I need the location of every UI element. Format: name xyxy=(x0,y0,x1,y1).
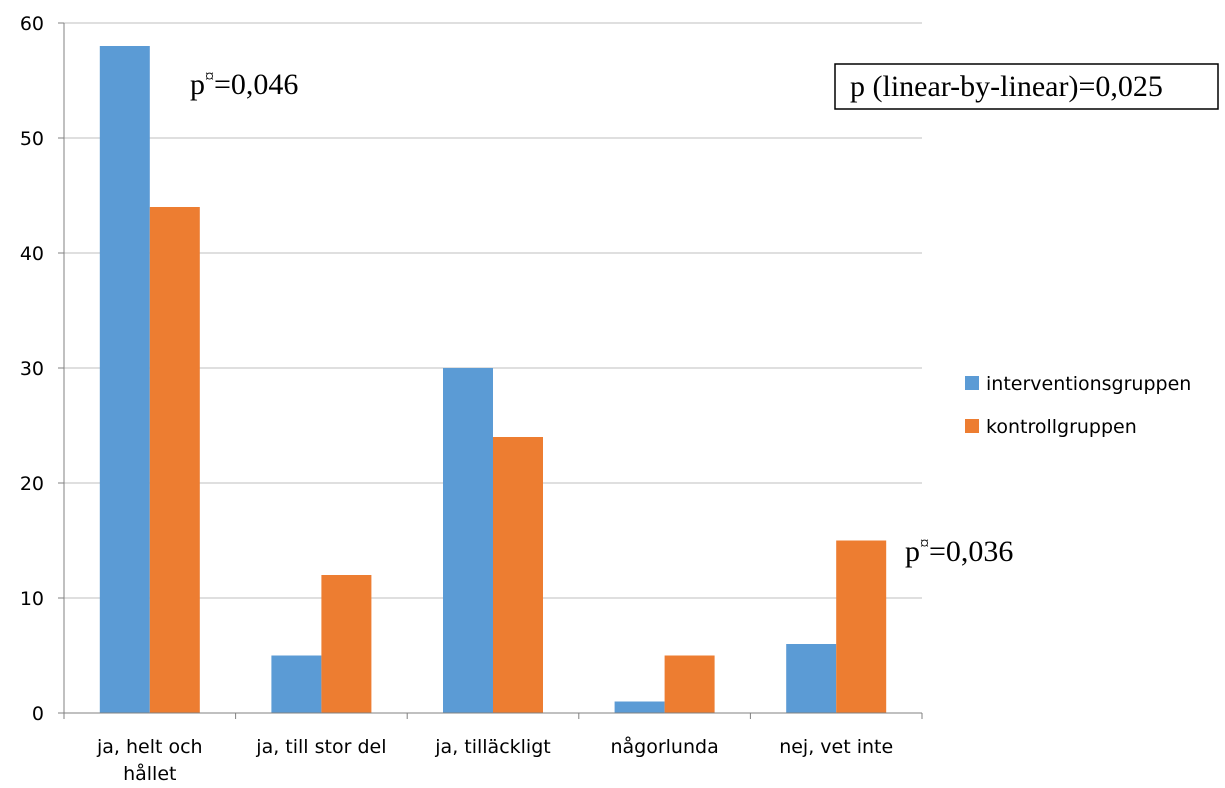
legend-label: interventionsgruppen xyxy=(986,373,1191,395)
y-tick-label: 60 xyxy=(20,13,44,35)
bar-interventionsgruppen xyxy=(786,644,837,713)
y-axis: 0 10 20 30 40 50 60 xyxy=(20,13,65,725)
p-value-annotation-1: p¤=0,046 xyxy=(190,66,298,101)
x-tick-label: någorlunda xyxy=(610,735,718,758)
bar-kontrollgruppen xyxy=(664,655,715,713)
bar-interventionsgruppen xyxy=(99,46,150,713)
bar-interventionsgruppen xyxy=(443,368,493,713)
y-tick-label: 50 xyxy=(20,128,44,150)
legend-label: kontrollgruppen xyxy=(986,416,1137,438)
p-value-annotation-2: p¤=0,036 xyxy=(905,533,1013,568)
bar-kontrollgruppen xyxy=(493,437,543,713)
linear-by-linear-box xyxy=(834,63,1219,110)
x-axis: ja, helt och hållet ja, till stor del ja, t… xyxy=(63,712,923,785)
x-tick-label: ja, till stor del xyxy=(255,736,386,758)
x-tick-label: hållet xyxy=(123,762,176,785)
legend-swatch xyxy=(965,419,979,433)
bars xyxy=(99,46,887,713)
y-tick-label: 0 xyxy=(32,703,44,725)
y-tick-label: 20 xyxy=(20,473,44,495)
bar-interventionsgruppen xyxy=(271,655,322,713)
bar-kontrollgruppen xyxy=(321,575,372,713)
y-tick-label: 40 xyxy=(20,243,44,265)
x-tick-label: ja, helt och xyxy=(96,736,203,758)
legend-swatch xyxy=(965,376,979,390)
bar-kontrollgruppen xyxy=(149,207,200,713)
x-tick-label: ja, tilläckligt xyxy=(434,736,550,758)
x-tick-label: nej, vet inte xyxy=(779,736,893,758)
legend: interventionsgruppen kontrollgruppen xyxy=(965,373,1191,438)
bar-interventionsgruppen xyxy=(614,701,665,713)
linear-by-linear-label: p (linear-by-linear)=0,025 xyxy=(850,70,1163,103)
bar-kontrollgruppen xyxy=(836,540,887,713)
y-tick-label: 30 xyxy=(20,358,44,380)
y-tick-label: 10 xyxy=(20,588,44,610)
